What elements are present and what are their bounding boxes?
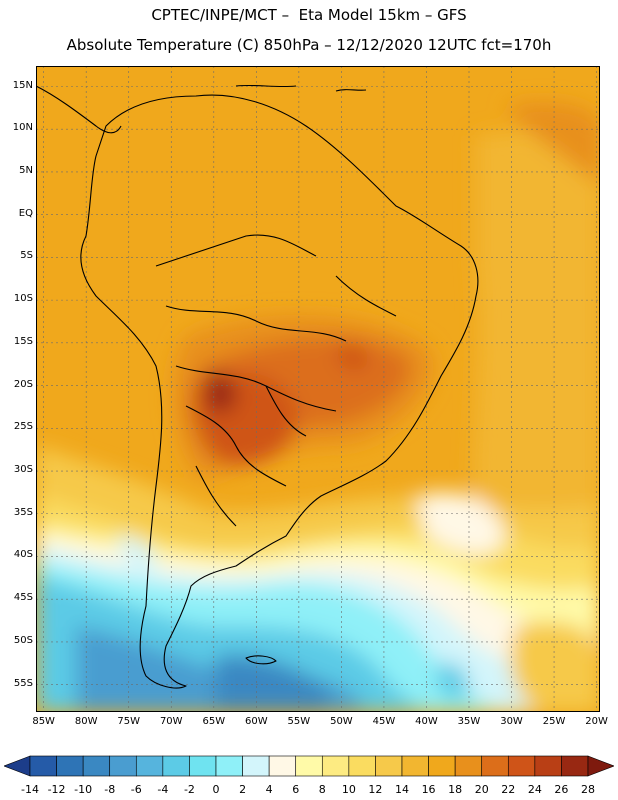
title-line-1: CPTEC/INPE/MCT – Eta Model 15km – GFS — [151, 6, 467, 24]
legend-swatch-4 — [135, 755, 164, 777]
legend-swatch-7 — [215, 755, 243, 777]
lon-label: 85W — [32, 716, 55, 727]
lat-label: 5S — [20, 250, 33, 262]
lon-label: 25W — [542, 716, 566, 727]
legend-swatch-3 — [109, 755, 137, 777]
lon-label: 55W — [287, 716, 311, 727]
lat-label: 40S — [13, 549, 33, 561]
legend-swatch-13 — [375, 755, 403, 777]
legend-label: 18 — [448, 783, 463, 796]
color-legend — [3, 750, 615, 790]
lat-label: 30S — [13, 464, 33, 476]
lon-label: 50W — [330, 716, 353, 727]
legend-swatch-14 — [401, 755, 429, 777]
legend-swatch-19 — [534, 755, 562, 777]
lon-label: 65W — [202, 716, 226, 727]
legend-swatch-8 — [242, 755, 270, 777]
legend-label: 12 — [368, 783, 383, 796]
temperature-field — [36, 102, 600, 712]
legend-label: 10 — [341, 783, 356, 796]
lon-label: 80W — [74, 716, 98, 727]
legend-label: -12 — [47, 783, 66, 796]
legend-swatch-20 — [561, 755, 589, 777]
legend-swatch-16 — [454, 755, 483, 777]
coastline-outline — [36, 84, 479, 689]
legend-label: 22 — [501, 783, 516, 796]
legend-label: -10 — [74, 783, 93, 796]
legend-label: -6 — [130, 783, 142, 796]
legend-label: 26 — [554, 783, 569, 796]
legend-label: -4 — [157, 783, 169, 796]
map-gridlines — [36, 66, 600, 712]
legend-label: 14 — [395, 783, 409, 796]
lat-label: 55S — [13, 677, 33, 689]
lon-label: 70W — [159, 716, 183, 727]
lat-label: 15N — [12, 79, 33, 91]
legend-swatch-12 — [348, 755, 376, 777]
lat-label: 15S — [13, 335, 33, 347]
lon-label: 20W — [585, 716, 608, 727]
lat-label: 45S — [13, 592, 33, 604]
legend-label: 8 — [318, 783, 326, 796]
legend-arrow-low — [3, 755, 31, 777]
legend-label: 0 — [212, 783, 220, 796]
lon-label: 60W — [245, 716, 268, 727]
legend-label: 16 — [421, 783, 436, 796]
legend-label: 24 — [527, 783, 542, 796]
lat-label: 10S — [13, 293, 33, 305]
legend-swatch-0 — [29, 755, 57, 777]
legend-label: -14 — [21, 783, 39, 796]
lon-label: 45W — [372, 716, 396, 727]
temperature-map — [36, 66, 600, 712]
legend-label: 20 — [474, 783, 489, 796]
legend-arrow-high — [587, 755, 615, 777]
legend-swatch-1 — [56, 755, 84, 777]
lat-label: 25S — [13, 421, 33, 433]
title-line-2: Absolute Temperature (C) 850hPa – 12/12/… — [66, 36, 552, 54]
legend-label: 4 — [265, 783, 273, 796]
lat-label: 5N — [19, 164, 33, 176]
lat-label: 35S — [13, 506, 33, 518]
legend-label: 28 — [581, 783, 595, 796]
lon-label: 75W — [117, 716, 141, 727]
lat-label: 50S — [13, 634, 33, 646]
lon-label: 40W — [415, 716, 438, 727]
legend-swatch-15 — [428, 755, 456, 777]
legend-swatch-18 — [507, 755, 536, 777]
lat-label: 20S — [13, 378, 33, 390]
lat-label: 10N — [12, 122, 33, 134]
map-border — [36, 66, 600, 712]
legend-swatch-9 — [268, 755, 297, 777]
legend-swatch-10 — [295, 755, 323, 777]
lon-label: 30W — [500, 716, 523, 727]
legend-swatch-2 — [82, 755, 111, 777]
legend-label: 6 — [292, 783, 300, 796]
lon-label: 35W — [457, 716, 481, 727]
lat-label: EQ — [18, 207, 33, 219]
legend-label: -2 — [183, 783, 195, 796]
legend-swatch-11 — [321, 755, 350, 777]
legend-label: 2 — [239, 783, 247, 796]
legend-swatch-6 — [189, 755, 217, 777]
legend-swatch-17 — [481, 755, 509, 777]
legend-label: -8 — [104, 783, 116, 796]
legend-swatch-5 — [162, 755, 190, 777]
